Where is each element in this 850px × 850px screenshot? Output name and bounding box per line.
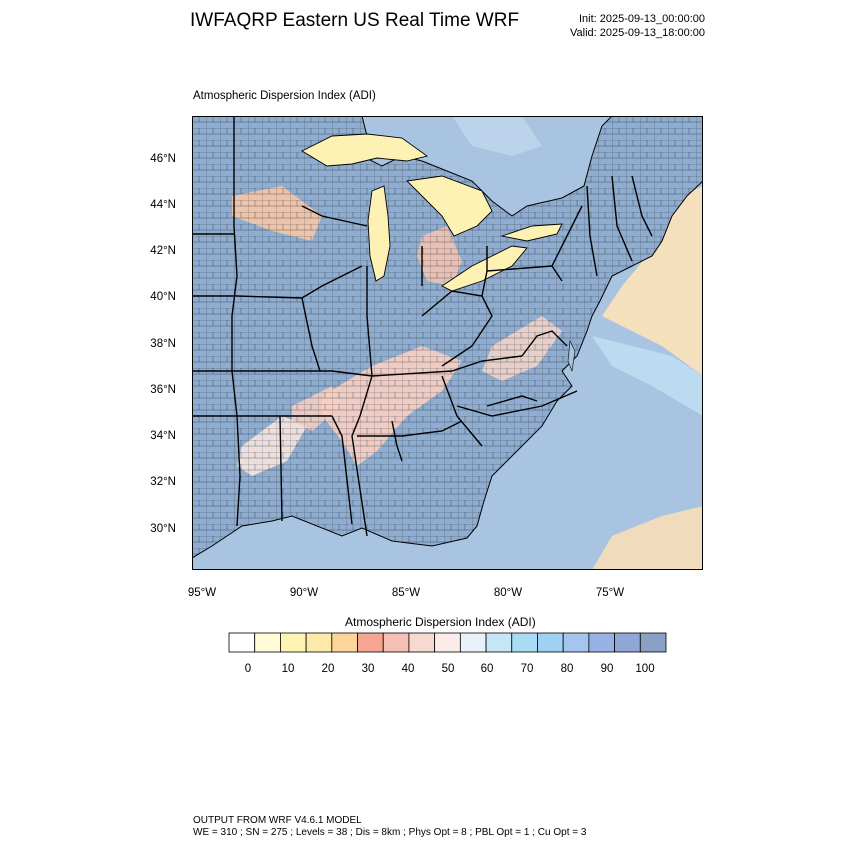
chesapeake-bay [567,339,576,373]
colorbar-swatch [639,632,667,653]
colorbar-swatch [305,632,333,653]
plot-title: IWFAQRP Eastern US Real Time WRF [190,10,520,31]
lat-label: 30°N [150,523,176,535]
county-borders [192,116,703,558]
valid-time: Valid: 2025-09-13_18:00:00 [570,27,705,39]
map-subtitle: Atmospheric Dispersion Index (ADI) [193,90,376,102]
lat-label: 42°N [150,245,176,257]
lake-michigan [367,185,391,282]
colorbar-label: 30 [361,663,375,675]
colorbar-swatch [485,632,513,653]
colorbar-swatch [614,632,641,653]
colorbar-label: 0 [244,663,252,675]
colorbar-swatch [331,632,358,653]
lat-label: 34°N [150,430,176,442]
colorbar-label: 100 [635,663,655,675]
colorbar-swatch [588,632,615,653]
colorbar-swatch [408,632,436,653]
colorbar-title: Atmospheric Dispersion Index (ADI) [345,615,536,629]
colorbar-label: 10 [281,663,295,675]
lat-label: 38°N [150,338,176,350]
colorbar-swatch [459,632,487,653]
colorbar-label: 90 [600,663,614,675]
lon-label: 85°W [391,587,421,599]
lon-label: 90°W [289,587,319,599]
lat-label: 40°N [150,291,176,303]
colorbar-label: 40 [401,663,415,675]
lat-label: 32°N [150,476,176,488]
map-frame [192,116,703,570]
footer-model: OUTPUT FROM WRF V4.6.1 MODEL [193,815,362,826]
colorbar-swatch [511,632,538,653]
offshore-band [592,336,703,416]
north-band [452,116,542,156]
lake-erie [441,245,528,292]
colorbar-swatch [537,632,564,653]
lat-label: 46°N [150,153,176,165]
colorbar-swatch [280,632,307,653]
colorbar-label: 70 [520,663,534,675]
lon-label: 75°W [595,587,625,599]
colorbar-label: 20 [321,663,335,675]
colorbar-label: 80 [560,663,574,675]
footer-config: WE = 310 ; SN = 275 ; Levels = 38 ; Dis … [193,827,587,838]
colorbar [228,632,667,653]
colorbar-swatch [382,632,410,653]
colorbar-swatch [562,632,590,653]
colorbar-label: 60 [480,663,494,675]
colorbar-swatch [254,632,281,653]
offshore-warm-area [602,186,703,376]
state-borders [192,116,653,537]
lake-ontario [500,223,563,242]
colorbar-swatch [434,632,461,653]
gulf-warm-area [592,506,703,570]
lat-label: 36°N [150,384,176,396]
lake-huron [406,175,493,237]
adi-map [192,116,703,570]
colorbar-swatch [357,632,384,653]
colorbar-label: 50 [441,663,455,675]
init-time: Init: 2025-09-13_00:00:00 [579,13,705,25]
lon-label: 80°W [493,587,523,599]
lon-label: 95°W [187,587,217,599]
lake-superior [301,133,429,167]
colorbar-swatch [228,632,256,653]
lat-label: 44°N [150,199,176,211]
